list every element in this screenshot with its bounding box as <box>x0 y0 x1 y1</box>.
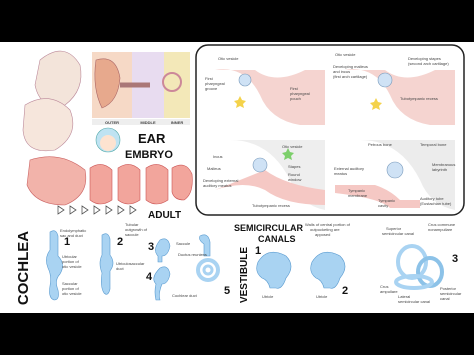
panel-label: pouch <box>290 96 301 101</box>
cochlea-label: saccule <box>125 232 139 237</box>
vestibule-label: Lateral <box>398 294 410 299</box>
panel-label: Developing malleus <box>333 64 368 69</box>
panel-label: cavity <box>378 203 388 208</box>
vestibule-shapes <box>256 244 444 290</box>
panel-label: Tympanic <box>378 198 395 203</box>
panel-label: Malleus <box>207 166 221 171</box>
step-number: 1 <box>255 245 261 257</box>
cochlea-label: Tubular <box>125 222 139 227</box>
cochlea-label: sac and duct <box>60 233 84 238</box>
panel-label: Auditory tube <box>420 196 444 201</box>
vestibule-label: ampullare <box>380 289 398 294</box>
panel-label: Temporal bone <box>420 142 447 147</box>
panel-label: window <box>288 177 301 182</box>
panel-label: labyrinth <box>432 167 447 172</box>
step-number: 1 <box>64 236 70 248</box>
title-ear: EAR <box>138 131 166 146</box>
region-label: OUTER <box>105 120 119 125</box>
panel-label: (Eustachian tube) <box>420 201 452 206</box>
vestibule-subtitle: SEMICIRCULAR <box>234 223 303 233</box>
adult-label: ADULT <box>148 210 181 221</box>
step-number: 3 <box>148 241 154 253</box>
panel-label: Incus <box>213 154 223 159</box>
cochlea-label: otic vesicle <box>62 264 82 269</box>
vestibule-label: semicircular <box>440 291 462 296</box>
panel-label: Round <box>288 172 300 177</box>
step-number: 2 <box>117 236 123 248</box>
vestibule-label: apposed <box>315 232 330 237</box>
panel-label: Developing external <box>203 178 238 183</box>
cochlea-label: portion of <box>62 259 80 264</box>
panel-label: membrane <box>348 193 368 198</box>
panel-art <box>215 69 455 210</box>
title-embryo: EMBRYO <box>125 149 173 161</box>
vestibule-label: outpocketing are <box>310 227 340 232</box>
panel-label: External auditory <box>334 166 364 171</box>
panel-label: pharyngeal <box>205 81 225 86</box>
step-number: 2 <box>342 285 348 297</box>
vestibule-subtitle: CANALS <box>258 234 296 244</box>
cochlea-title: COCHLEA <box>15 231 32 305</box>
cochlea-label: Utriculosaccular <box>116 261 145 266</box>
vestibule-label: Utricle <box>262 294 274 299</box>
panel-label: (first arch cartilage) <box>333 74 368 79</box>
panel-label: Tubotympanic recess <box>400 96 438 101</box>
cochlea-label: portion of <box>62 286 80 291</box>
cochlea-label: Saccular <box>62 281 78 286</box>
vestibule-label: Superior <box>386 226 402 231</box>
cochlea-label: Cochlear duct <box>172 293 198 298</box>
panel-label: Developing stapes <box>408 56 441 61</box>
cochlea-label: duct <box>116 266 124 271</box>
cochlea-label: Endolymphatic <box>60 228 86 233</box>
cartoon-avatar <box>95 127 121 153</box>
cochlea-label: Ductus reuniens <box>178 252 207 257</box>
panel-label: auditory meatus <box>203 183 231 188</box>
panel-label: Tympanic <box>348 188 365 193</box>
cochlea-label: Saccule <box>176 241 191 246</box>
panel-label: Otic vesicle <box>335 52 356 57</box>
panel-label: Petrous bone <box>368 142 393 147</box>
embryo-sketches <box>22 50 193 215</box>
panel-label: Otic vesicle <box>282 144 303 149</box>
panel-label: Tubotympanic recess <box>252 203 290 208</box>
step-number: 5 <box>224 285 230 297</box>
panel-label: First <box>290 86 299 91</box>
cochlea-label: Utricular <box>62 254 78 259</box>
cochlea-label: outgrowth of <box>125 227 148 232</box>
vestibule-label: nonampullare <box>428 227 453 232</box>
vestibule-label: Crus <box>380 284 388 289</box>
step-number: 4 <box>146 271 153 283</box>
panel-label: groove <box>205 86 218 91</box>
panel-label: Otic vesicle <box>218 56 239 61</box>
vestibule-label: Walls of central portion of <box>305 222 351 227</box>
vestibule-label: Utricle <box>316 294 328 299</box>
region-label: INNER <box>171 120 184 125</box>
step-number: 3 <box>452 253 458 265</box>
cochlea-shapes <box>46 230 220 301</box>
panel-label: and incus <box>333 69 350 74</box>
panel-label: Membranous <box>432 162 455 167</box>
vestibule-label: semicircular canal <box>398 299 430 304</box>
ear-illustration <box>92 52 190 125</box>
panel-label: pharyngeal <box>290 91 310 96</box>
vestibule-label: Crus commune <box>428 222 456 227</box>
panel-label: (second arch cartilage) <box>408 61 449 66</box>
vestibule-title: VESTIBULE <box>239 247 250 303</box>
vestibule-label: semicircular canal <box>382 231 414 236</box>
cochlea-label: otic vesicle <box>62 291 82 296</box>
vestibule-label: Posterior <box>440 286 457 291</box>
region-label: MIDDLE <box>140 120 156 125</box>
panel-label: Stapes <box>288 164 300 169</box>
panel-label: meatus <box>334 171 347 176</box>
vestibule-label: canal <box>440 296 450 301</box>
panel-label: First <box>205 76 214 81</box>
